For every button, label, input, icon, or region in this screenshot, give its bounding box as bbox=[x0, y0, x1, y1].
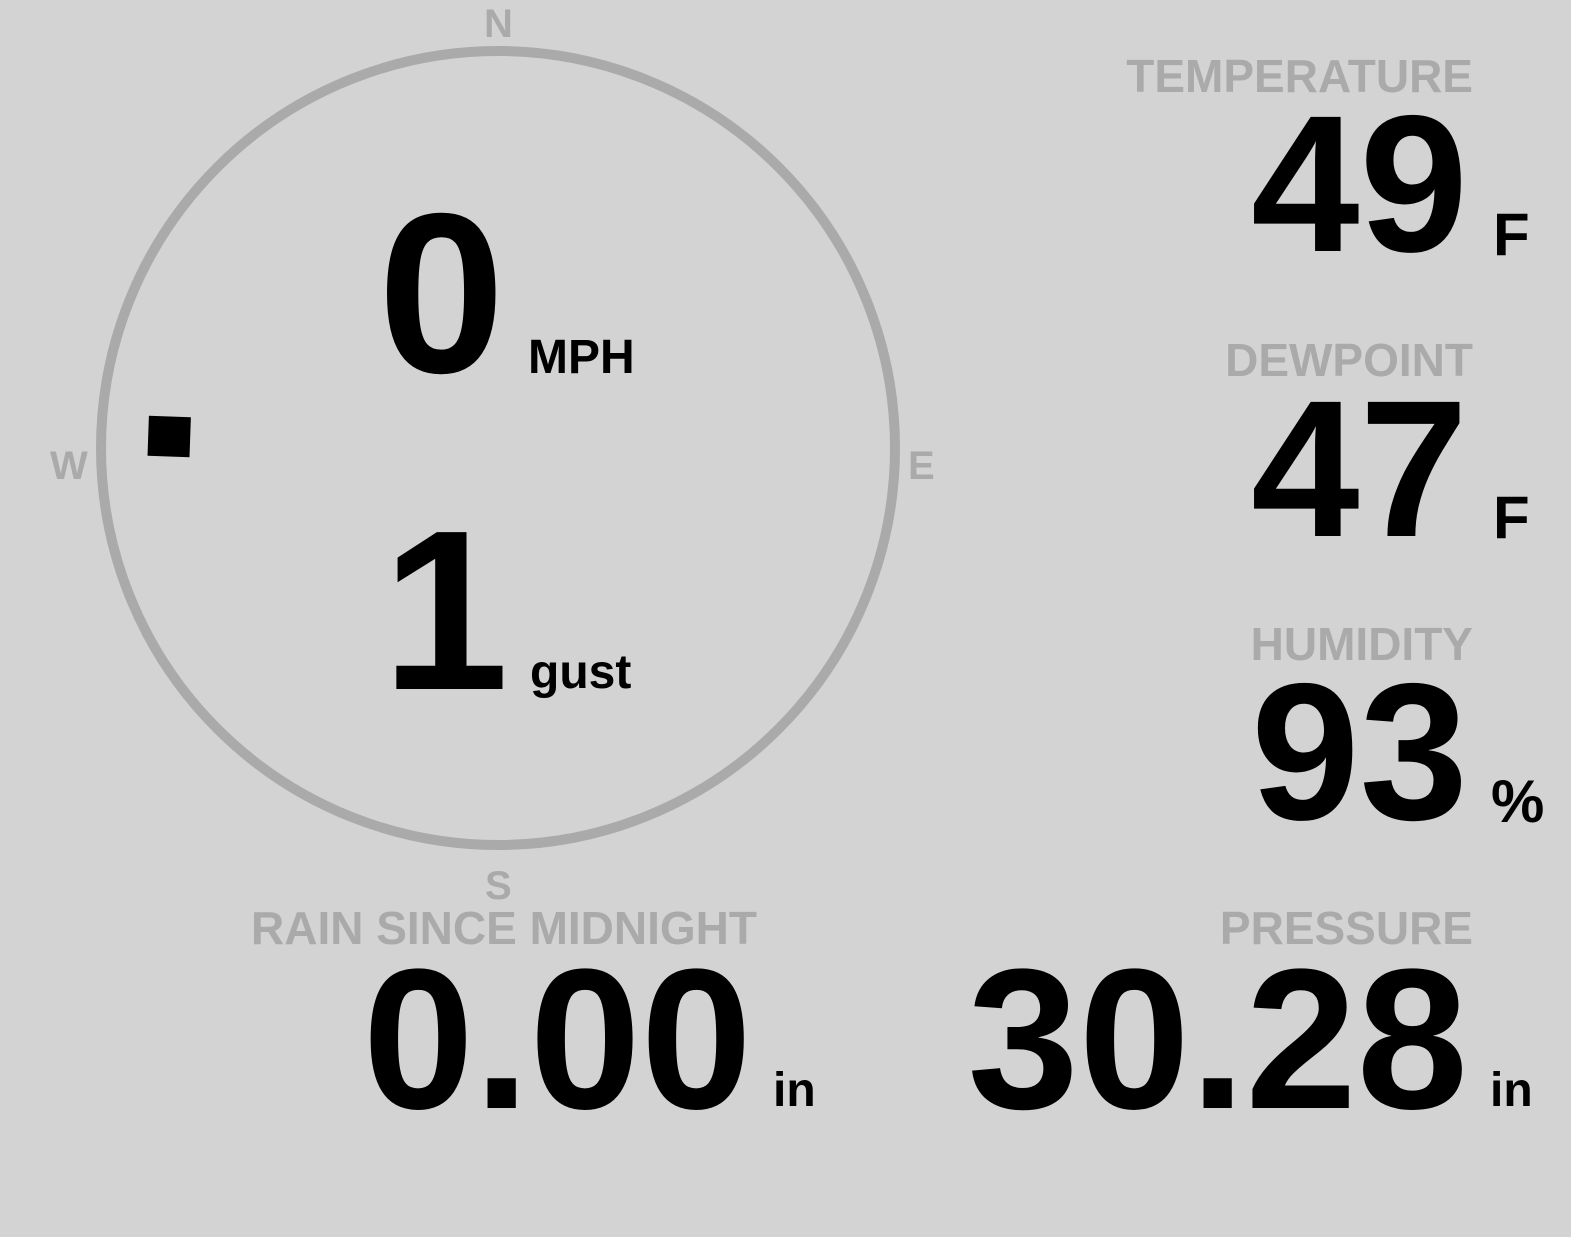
wind-direction-marker bbox=[147, 415, 191, 458]
wind-gust-label: gust bbox=[530, 646, 632, 699]
dewpoint-label: DEWPOINT bbox=[1225, 334, 1473, 386]
pressure-unit: in bbox=[1490, 1064, 1533, 1117]
wind-speed-unit: MPH bbox=[528, 331, 635, 384]
rain-label: RAIN SINCE MIDNIGHT bbox=[251, 902, 757, 954]
dewpoint-unit: F bbox=[1493, 484, 1530, 551]
dewpoint-value: 47 bbox=[1251, 360, 1468, 578]
rain-unit: in bbox=[773, 1064, 816, 1117]
compass-east-label: E bbox=[908, 444, 935, 488]
humidity-value: 93 bbox=[1251, 643, 1468, 861]
rain-value: 0.00 bbox=[362, 928, 752, 1151]
wind-direction-marker-group bbox=[147, 415, 191, 458]
compass-ring bbox=[96, 46, 900, 850]
compass-north-label: N bbox=[484, 2, 513, 46]
compass-south-label: S bbox=[485, 864, 512, 908]
humidity-unit: % bbox=[1491, 768, 1545, 835]
pressure-value: 30.28 bbox=[967, 928, 1469, 1151]
humidity-label: HUMIDITY bbox=[1250, 618, 1473, 670]
wind-gust-value: 1 bbox=[382, 484, 509, 738]
compass-west-label: W bbox=[50, 444, 88, 488]
temperature-value: 49 bbox=[1251, 75, 1468, 293]
pressure-label: PRESSURE bbox=[1219, 902, 1473, 954]
wind-speed-value: 0 bbox=[378, 167, 505, 421]
temperature-unit: F bbox=[1493, 201, 1530, 268]
temperature-label: TEMPERATURE bbox=[1126, 50, 1473, 102]
